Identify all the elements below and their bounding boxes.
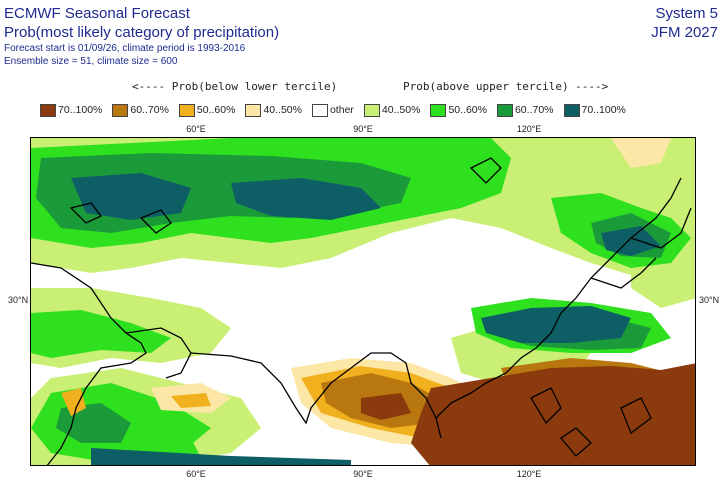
lon-label-120e-bottom: 120°E [516, 469, 542, 479]
legend-item: 70..100% [563, 103, 626, 117]
legend-label: 70..100% [581, 104, 626, 116]
legend-swatch [430, 103, 447, 117]
legend-swatch [40, 103, 56, 117]
legend-label: 50..60% [196, 104, 236, 116]
legend-swatch [112, 103, 129, 117]
legend-caption-below: <---- Prob(below lower tercile) [132, 80, 338, 93]
lat-label-30n-right: 30°N [699, 295, 720, 305]
lon-label-60e-top: 60°E [186, 124, 206, 134]
probability-map [30, 137, 696, 466]
lon-label-90e-top: 90°E [353, 124, 373, 134]
legend-label: 70..100% [58, 104, 103, 116]
lat-label-30n-left: 30°N [8, 295, 29, 305]
legend-label: 60..70% [130, 104, 169, 116]
legend-swatch [178, 103, 195, 117]
forecast-info: Forecast start is 01/09/26, climate peri… [4, 43, 246, 54]
legend-swatch [311, 103, 328, 117]
legend: 70..100% 60..70% 50..60% 40..50% other 40..50… [40, 102, 636, 118]
legend-label: 50..60% [448, 104, 487, 116]
legend-item: 40..50% [363, 103, 421, 117]
legend-item: 40..50% [245, 103, 302, 117]
legend-label: other [329, 104, 354, 116]
legend-swatch [563, 103, 580, 117]
system-label: System 5 [655, 5, 718, 22]
legend-item: 50..60% [430, 103, 487, 117]
legend-label: 40..50% [381, 104, 421, 116]
legend-label: 60..70% [514, 104, 554, 116]
lon-label-90e-bottom: 90°E [353, 469, 373, 479]
ensemble-info: Ensemble size = 51, climate size = 600 [4, 56, 178, 67]
teal-regions [71, 173, 661, 465]
header-left: ECMWF Seasonal Forecast Prob(most likely… [4, 4, 279, 68]
legend-caption-above: Prob(above upper tercile) ----> [403, 80, 609, 93]
legend-swatch [363, 103, 380, 117]
legend-item: 60..70% [496, 103, 554, 117]
legend-label: 40..50% [263, 104, 302, 116]
coastlines [31, 157, 692, 465]
legend-item: 50..60% [178, 103, 236, 117]
legend-item: 70..100% [40, 103, 103, 117]
period-label: JFM 2027 [651, 24, 718, 41]
legend-item: other [311, 103, 354, 117]
map-title: ECMWF Seasonal Forecast [4, 5, 190, 22]
header-right: System 5 JFM 2027 [651, 4, 718, 42]
dry-brown-regions [361, 363, 695, 465]
legend-swatch [245, 103, 262, 117]
legend-swatch [496, 103, 513, 117]
lon-label-60e-bottom: 60°E [186, 469, 206, 479]
lon-label-120e-top: 120°E [516, 124, 542, 134]
legend-item: 60..70% [112, 103, 169, 117]
map-subtitle: Prob(most likely category of precipitati… [4, 24, 280, 41]
